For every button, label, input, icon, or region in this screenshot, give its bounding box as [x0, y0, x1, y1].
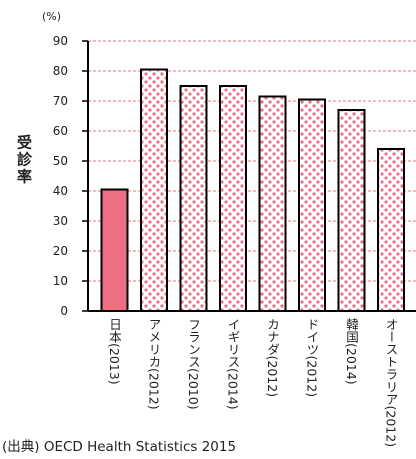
- gridlines: [88, 40, 416, 282]
- x-tick-label: 日本(2013): [107, 318, 122, 385]
- axes: [87, 41, 416, 312]
- y-tick-label: 80: [53, 64, 68, 78]
- x-tick-label: アメリカ(2012): [147, 318, 162, 410]
- x-tick-label: カナダ(2012): [265, 318, 280, 397]
- bars: [100, 68, 405, 312]
- x-tick-label: ドイツ(2012): [305, 318, 320, 397]
- y-tick-label: 0: [60, 304, 68, 318]
- y-tick-label: 20: [53, 244, 68, 258]
- y-tick-label: 50: [53, 154, 68, 168]
- bar: [179, 85, 208, 312]
- y-tick-label: 40: [53, 184, 68, 198]
- source-note: (出典) OECD Health Statistics 2015: [2, 439, 236, 455]
- x-tick-labels: 日本(2013) アメリカ(2012) フランス(2010) イギリス(2014) カナ…: [107, 318, 399, 447]
- y-tick-label: 10: [53, 274, 68, 288]
- y-tick-labels: 0 10 20 30 40 50 60 70 80 90: [53, 34, 88, 318]
- x-tick-label: 韓国(2014): [344, 318, 359, 385]
- unit-label: (%): [42, 10, 61, 23]
- bar: [219, 85, 247, 312]
- x-tick-label: フランス(2010): [186, 318, 201, 410]
- bar: [298, 98, 326, 312]
- x-tick-label: オーストラリア(2012): [384, 318, 399, 447]
- bar: [140, 68, 168, 312]
- y-axis-label: 受診率: [15, 134, 33, 186]
- y-tick-label: 90: [53, 34, 68, 48]
- bar: [337, 109, 366, 312]
- bar: [377, 148, 405, 312]
- y-tick-label: 70: [53, 94, 68, 108]
- y-tick-label: 60: [53, 124, 68, 138]
- bar: [100, 188, 129, 312]
- y-tick-label: 30: [53, 214, 68, 228]
- bar: [258, 95, 287, 312]
- x-tick-label: イギリス(2014): [226, 318, 241, 410]
